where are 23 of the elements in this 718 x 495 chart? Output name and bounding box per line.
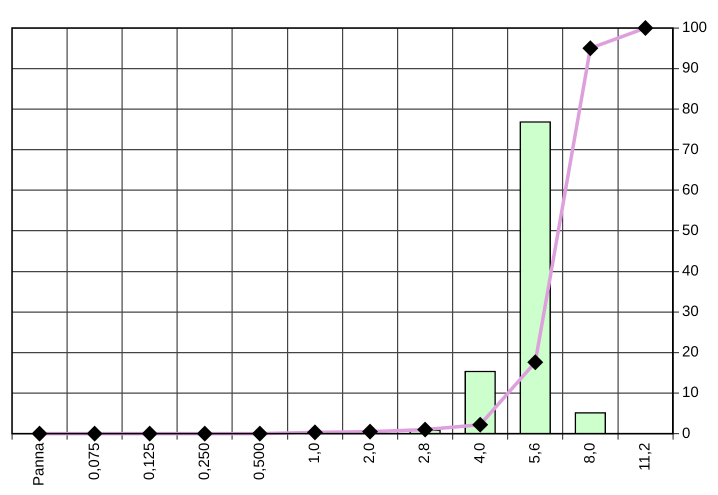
y-tick-label: 60 [682,181,699,198]
x-tick-label: 2,8 [416,442,434,464]
x-tick-label: Panna [30,442,48,486]
y-tick-label: 40 [682,262,699,280]
x-tick-label: 4,0 [471,442,488,464]
y-tick-label: 90 [682,60,699,77]
x-tick-label: 5,6 [526,442,544,464]
x-tick-label: 0,250 [196,442,213,480]
y-tick-label: 30 [682,303,699,320]
x-tick-label: 0,500 [251,442,268,480]
y-tick-label: 100 [682,19,708,36]
y-tick-label: 80 [682,100,699,118]
y-tick-label: 50 [682,222,699,239]
y-tick-label: 0 [682,424,690,442]
x-tick-label: 8,0 [581,442,598,464]
y-tick-label: 10 [682,384,699,402]
x-tick-label: 11,2 [636,442,654,471]
x-tick-label: 2,0 [361,442,378,464]
x-tick-label: 0,075 [86,442,103,480]
y-tick-label: 20 [682,344,699,361]
x-tick-label: 1,0 [306,442,324,464]
y-tick-label: 70 [682,140,699,158]
x-tick-label: 0,125 [140,442,158,480]
